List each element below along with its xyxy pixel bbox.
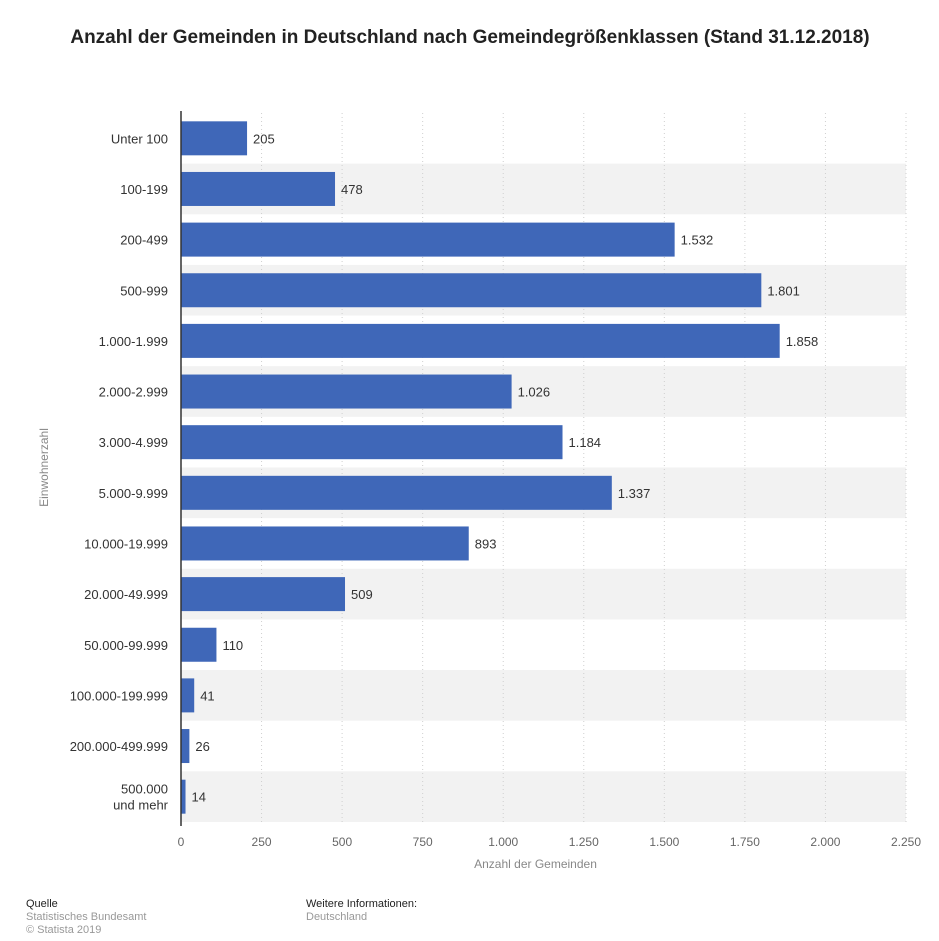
y-tick-label: 10.000-19.999	[84, 536, 168, 551]
y-tick-label-line: 200-499	[120, 233, 168, 248]
y-tick-label-line: 200.000-499.999	[70, 739, 168, 754]
value-labels: 205 478 1.532 1.801 1.858 1.026 1.184 1.337 893 5…	[192, 131, 819, 804]
y-tick-label-line: 3.000-4.999	[99, 435, 168, 450]
value-label: 1.337	[618, 486, 651, 501]
x-tick-label: 0	[178, 835, 185, 849]
y-tick-label: 500-999	[120, 283, 168, 298]
source-block: Quelle Statistisches Bundesamt © Statist…	[26, 898, 146, 937]
y-tick-label-line: Unter 100	[111, 131, 168, 146]
y-axis-title: Einwohnerzahl	[37, 428, 51, 507]
y-tick-label-line: 10.000-19.999	[84, 536, 168, 551]
y-tick-label: 100.000-199.999	[70, 688, 168, 703]
y-tick-label-line: 100-199	[120, 182, 168, 197]
y-tick-label: 200.000-499.999	[70, 739, 168, 754]
x-tick-label: 1.500	[649, 835, 679, 849]
y-tick-labels: Unter 100 100-199 200-499 500-999 1.000-1.99…	[70, 131, 169, 812]
y-tick-label: 100-199	[120, 182, 168, 197]
info-line: Deutschland	[306, 911, 368, 923]
y-tick-label-line: 1.000-1.999	[99, 334, 168, 349]
value-label: 1.858	[786, 334, 819, 349]
x-tick-label: 1.250	[569, 835, 599, 849]
bar	[181, 779, 186, 814]
x-tick-label: 2.250	[891, 835, 921, 849]
bar	[181, 526, 469, 561]
value-label: 41	[200, 688, 214, 703]
x-tick-label: 1.000	[488, 835, 518, 849]
x-axis-title: Anzahl der Gemeinden	[474, 857, 597, 871]
y-tick-label: 5.000-9.999	[99, 486, 168, 501]
y-tick-label-line: 500.000	[121, 782, 168, 797]
bars	[181, 121, 780, 814]
y-tick-label: Unter 100	[111, 131, 168, 146]
bar-chart: 205 478 1.532 1.801 1.858 1.026 1.184 1.337 893 5…	[37, 111, 922, 871]
bar	[181, 577, 346, 612]
y-tick-label-line: 5.000-9.999	[99, 486, 168, 501]
y-tick-label-line: 500-999	[120, 283, 168, 298]
value-label: 1.184	[569, 435, 602, 450]
x-tick-label: 250	[252, 835, 272, 849]
y-tick-label-line: 20.000-49.999	[84, 587, 168, 602]
x-tick-label: 500	[332, 835, 352, 849]
y-tick-label-line: 100.000-199.999	[70, 688, 168, 703]
y-tick-label: 50.000-99.999	[84, 638, 168, 653]
y-tick-label: 1.000-1.999	[99, 334, 168, 349]
y-tick-label-line: 50.000-99.999	[84, 638, 168, 653]
value-label: 14	[192, 790, 206, 805]
bar	[181, 729, 190, 764]
y-tick-label: 200-499	[120, 233, 168, 248]
x-tick-label: 1.750	[730, 835, 760, 849]
value-label: 205	[253, 131, 275, 146]
value-label: 1.532	[681, 233, 714, 248]
row-band	[181, 771, 906, 822]
source-heading: Quelle	[26, 898, 58, 910]
bar	[181, 475, 612, 510]
bar	[181, 171, 336, 206]
bar	[181, 222, 675, 257]
bar	[181, 678, 195, 713]
bar	[181, 323, 780, 358]
y-tick-label: 20.000-49.999	[84, 587, 168, 602]
y-tick-label-line: und mehr	[113, 798, 169, 813]
source-line: Statistisches Bundesamt	[26, 911, 147, 923]
value-label: 26	[195, 739, 209, 754]
y-tick-label: 3.000-4.999	[99, 435, 168, 450]
x-tick-labels: 0 250 500 750 1.000 1.250 1.500 1.750 2.000 2.250	[178, 835, 922, 849]
bar	[181, 374, 512, 409]
bar	[181, 273, 762, 308]
bar	[181, 425, 563, 460]
value-label: 509	[351, 587, 373, 602]
y-tick-label-line: 2.000-2.999	[99, 385, 168, 400]
value-label: 893	[475, 536, 497, 551]
value-label: 1.801	[767, 283, 800, 298]
chart-title: Anzahl der Gemeinden in Deutschland nach…	[70, 27, 870, 48]
y-tick-label: 500.000 und mehr	[113, 782, 169, 813]
info-heading: Weitere Informationen:	[306, 898, 418, 910]
bar	[181, 121, 248, 156]
bar	[181, 627, 217, 662]
copyright-line: © Statista 2019	[26, 924, 102, 936]
row-band	[181, 670, 906, 721]
x-tick-label: 2.000	[810, 835, 840, 849]
value-label: 110	[222, 638, 243, 653]
y-tick-label: 2.000-2.999	[99, 385, 168, 400]
value-label: 478	[341, 182, 363, 197]
x-tick-label: 750	[413, 835, 433, 849]
value-label: 1.026	[518, 385, 551, 400]
info-block: Weitere Informationen: Deutschland	[306, 898, 417, 924]
